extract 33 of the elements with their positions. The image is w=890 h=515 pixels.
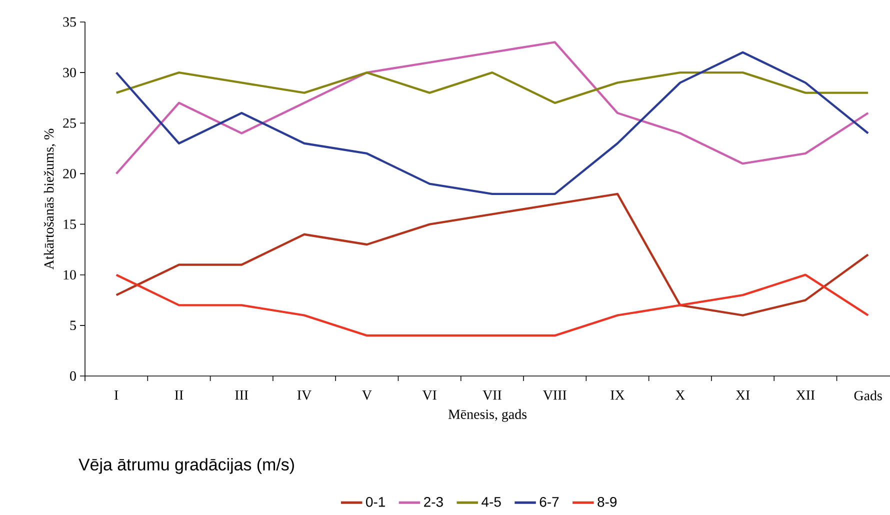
y-tick-label: 15 xyxy=(64,220,76,229)
x-tick-label: I xyxy=(114,390,118,400)
x-tick-label: II xyxy=(174,390,184,400)
legend-label: 2-3 xyxy=(424,496,443,507)
y-tick-label: 0 xyxy=(70,371,76,381)
y-tick-label: 35 xyxy=(63,17,76,27)
y-tick-label: 10 xyxy=(64,270,76,280)
line-series xyxy=(115,51,870,196)
y-tick-label: 20 xyxy=(63,168,76,178)
line-series xyxy=(115,71,870,104)
legend-label: 6-7 xyxy=(540,496,559,507)
legend-label: 4-5 xyxy=(482,497,501,507)
x-tick-label: IV xyxy=(297,390,312,400)
x-tick-label: Gads xyxy=(854,390,882,400)
legend-label: 0-1 xyxy=(366,496,385,507)
x-tick-label: IX xyxy=(610,390,625,400)
line-series xyxy=(115,192,870,316)
x-tick-label: XII xyxy=(796,390,815,400)
x-tick-label: VI xyxy=(422,390,436,400)
line-series xyxy=(115,41,870,175)
legend-title: Vēja ātrumu gradācijas (m/s) xyxy=(78,458,294,474)
y-tick-label: 25 xyxy=(63,118,76,128)
y-tick-label: 30 xyxy=(63,68,76,78)
x-axis-title: Mēnesis, gads xyxy=(448,409,527,422)
x-tick-label: VII xyxy=(482,390,502,400)
y-tick-label: 5 xyxy=(70,320,76,330)
legend-label: 8-9 xyxy=(598,496,617,507)
x-tick-label: V xyxy=(362,390,372,400)
x-tick-label: III xyxy=(235,390,248,400)
x-tick-label: VIII xyxy=(543,390,566,400)
x-tick-label: X xyxy=(675,390,685,400)
x-tick-label: XI xyxy=(736,390,750,400)
y-axis-title: Atkārtošanās biežums, % xyxy=(44,128,56,270)
